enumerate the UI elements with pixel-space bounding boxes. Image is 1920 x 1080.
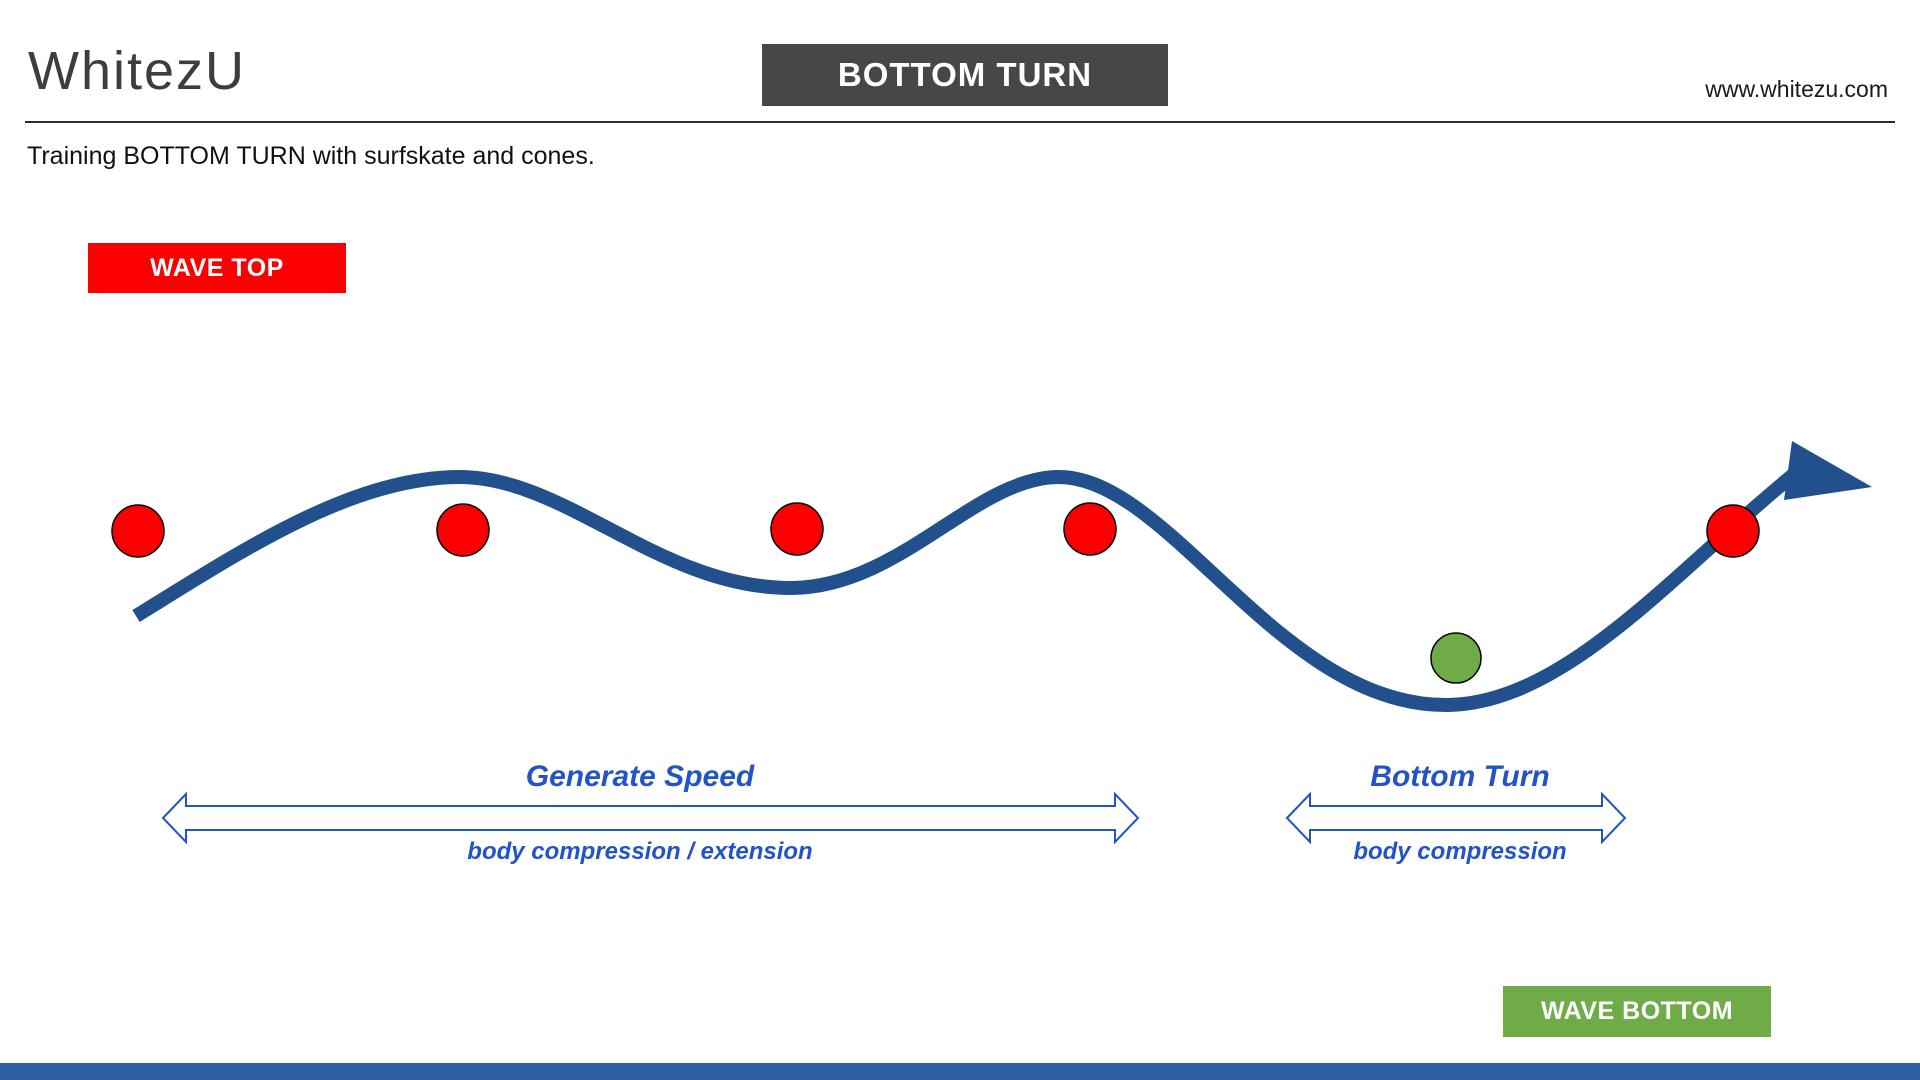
phase-bottom-turn-title: Bottom Turn [1370,760,1550,793]
wave-bottom-label: WAVE BOTTOM [1540,997,1734,1025]
wave-path [132,465,1803,713]
phase-generate-speed-detail: body compression / extension [467,838,813,865]
phase-bottom-turn-detail: body compression [1353,838,1567,865]
website-url: www.whitezu.com [1705,76,1888,102]
brand-logo: WhitezU [28,41,247,101]
cone-red-4 [1063,502,1117,556]
cone-red-1 [111,504,165,558]
subtitle-text: Training BOTTOM TURN with surfskate and … [27,142,595,170]
slide-title: BOTTOM TURN [837,56,1093,93]
footer-bar [0,1063,1920,1080]
cone-red-5 [1706,504,1760,558]
wave-top-badge: WAVE TOP [88,243,346,293]
phase-generate-speed-title: Generate Speed [525,760,755,793]
slide-title-box: BOTTOM TURN [762,44,1168,106]
arrow-bottom-turn [1285,791,1627,845]
wave-arrowhead-icon [1784,441,1872,500]
wave-bottom-badge: WAVE BOTTOM [1503,986,1771,1037]
arrow-generate-speed [161,791,1140,845]
cone-green [1430,632,1482,684]
wave-top-label: WAVE TOP [150,253,284,282]
cone-red-3 [770,502,824,556]
cone-red-2 [436,503,490,557]
header-divider [25,121,1895,123]
